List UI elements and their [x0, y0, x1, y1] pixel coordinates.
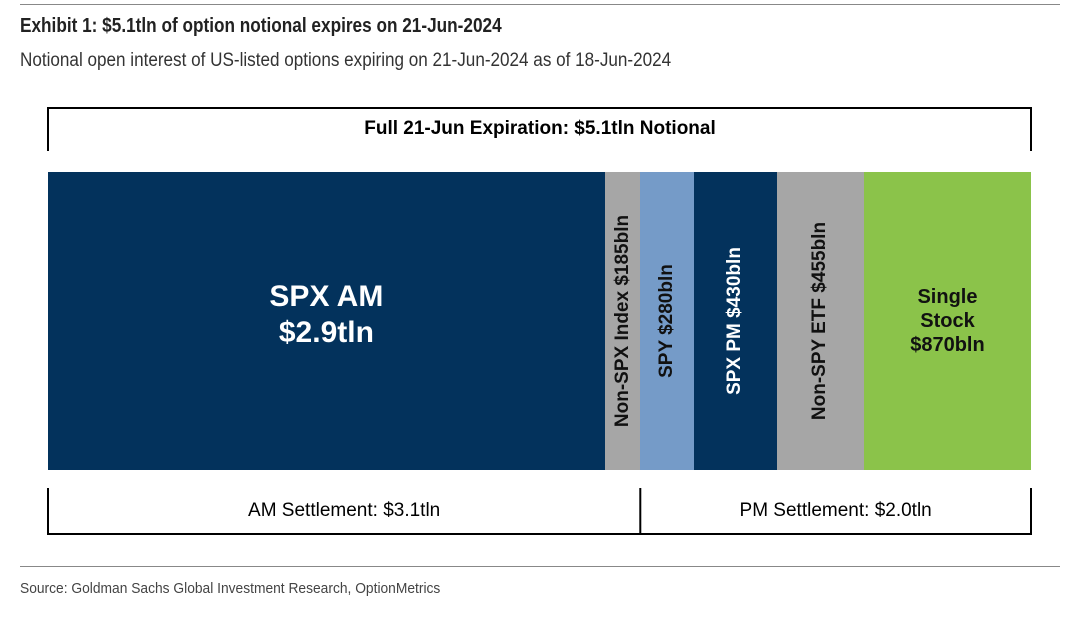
- segment-label: Non-SPY ETF: [809, 297, 831, 421]
- top-bracket: [47, 107, 1032, 151]
- chart-title: Exhibit 1: $5.1tln of option notional ex…: [20, 15, 502, 37]
- group-label: PM Settlement: $2.0tln: [739, 500, 932, 521]
- bottom-bracket: [47, 488, 1032, 535]
- top-rule: [20, 4, 1060, 5]
- segment-label-part: Stock: [920, 310, 975, 332]
- bottom-rule: [20, 566, 1060, 567]
- segment-label: SPX AM: [269, 280, 384, 314]
- segment-label: SPY: [656, 340, 678, 378]
- segment-value: $870bln: [910, 334, 985, 356]
- segment-label-part: Single: [917, 286, 978, 308]
- segment-value: $280bln: [656, 264, 678, 335]
- segment-spy: SPY $280bln: [640, 172, 695, 470]
- source-note: Source: Goldman Sachs Global Investment …: [20, 580, 441, 597]
- segment-value: $430bln: [724, 247, 746, 318]
- top-bracket-label: Full 21-Jun Expiration: $5.1tln Notional: [364, 118, 716, 139]
- segment-label: SPX PM: [724, 323, 746, 395]
- segment-value: $185bln: [611, 214, 633, 286]
- segment-single-stock: Single Stock $870bln: [863, 172, 1031, 470]
- segment-spx-am: SPX AM $2.9tln: [48, 172, 605, 470]
- segment-label: Non-SPX Index: [611, 290, 633, 428]
- chart-subtitle: Notional open interest of US-listed opti…: [20, 50, 672, 71]
- segment-value: $2.9tln: [278, 316, 374, 350]
- segment-spx-pm: SPX PM $430bln: [694, 172, 777, 470]
- segment-value: $455bln: [809, 221, 831, 293]
- segment-non-spx-index: Non-SPX Index $185bln: [604, 172, 641, 470]
- group-label: AM Settlement: $3.1tln: [248, 500, 441, 521]
- segment-non-spy-etf: Non-SPY ETF $455bln: [776, 172, 864, 470]
